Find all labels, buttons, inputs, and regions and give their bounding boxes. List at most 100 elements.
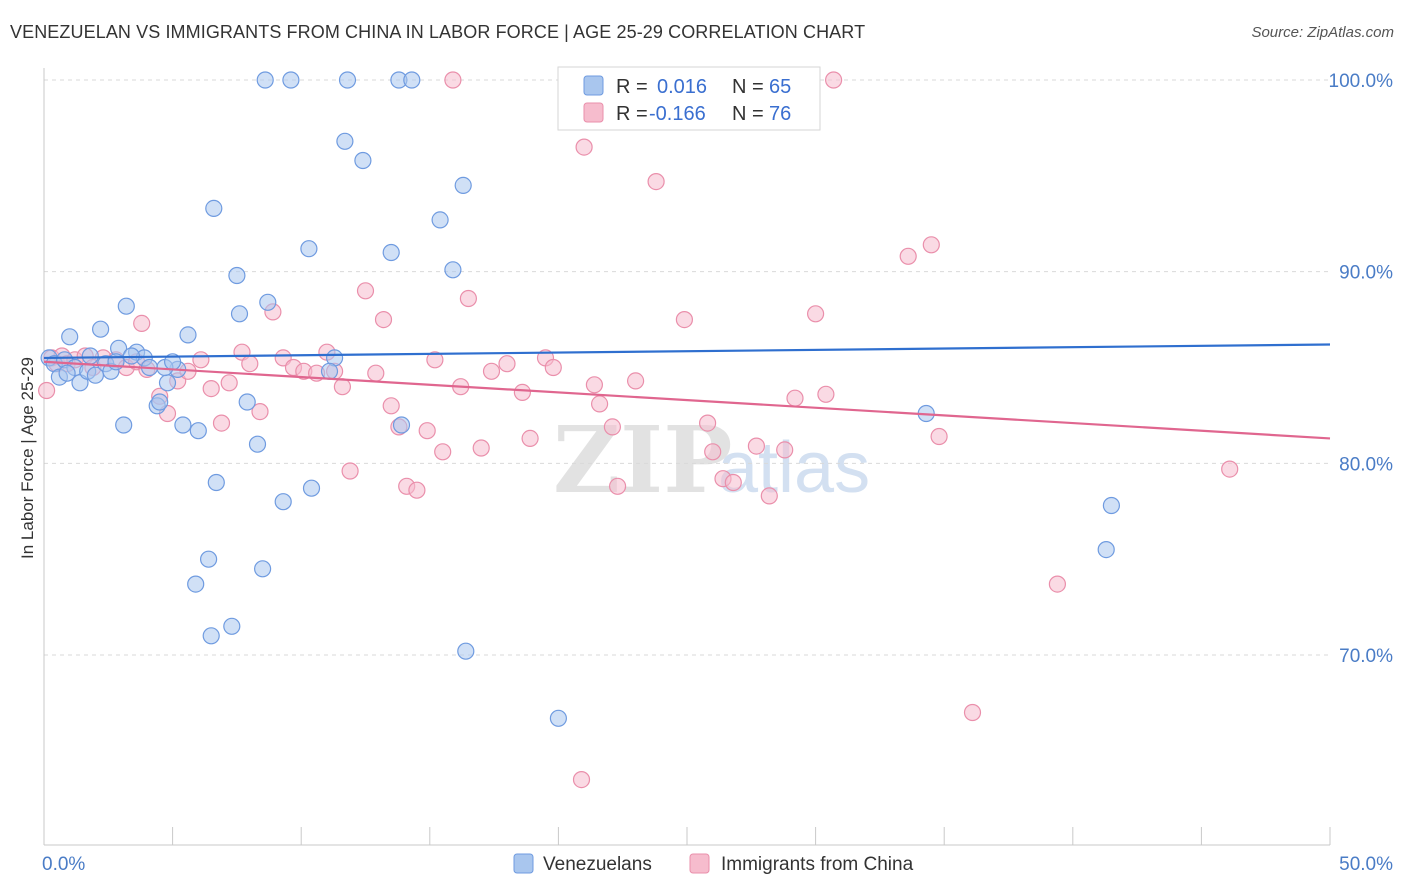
y-axis-label: In Labor Force | Age 25-29	[18, 357, 37, 559]
venezuelans-point	[457, 642, 475, 660]
china-point	[724, 473, 742, 492]
china-point	[408, 481, 426, 499]
china-point	[434, 443, 452, 461]
china-point	[747, 437, 766, 455]
chart-source: Source: ZipAtlas.com	[1251, 24, 1394, 41]
china-point	[367, 364, 385, 382]
china-point	[1048, 575, 1067, 593]
china-point	[1221, 460, 1239, 478]
venezuelans-point	[151, 393, 169, 411]
venezuelans-point	[338, 71, 357, 89]
venezuelans-point	[115, 416, 133, 434]
legend-swatch-china	[583, 102, 604, 123]
china-point	[806, 305, 825, 323]
y-tick-label: 100.0%	[1329, 71, 1394, 92]
venezuelans-point	[238, 393, 256, 411]
china-point	[513, 383, 532, 401]
china-point	[202, 380, 220, 398]
venezuelans-point	[302, 479, 321, 497]
legend-swatch-venezuelans	[583, 75, 604, 96]
venezuelans-point	[230, 305, 249, 323]
china-point	[626, 372, 645, 390]
china-point	[341, 462, 359, 480]
china-point	[675, 311, 694, 329]
venezuelans-point	[58, 364, 76, 382]
china-point	[418, 422, 436, 440]
china-point	[498, 355, 516, 373]
venezuelans-point	[158, 374, 177, 392]
venezuelans-point	[187, 575, 205, 593]
china-point	[444, 71, 462, 89]
china-point	[241, 355, 259, 373]
china-point	[521, 429, 539, 447]
venezuelans-point	[320, 362, 339, 380]
china-point	[585, 376, 604, 394]
venezuelans-point	[223, 617, 241, 635]
legend-r-value-2: -0.166	[649, 103, 706, 125]
chart-title: VENEZUELAN VS IMMIGRANTS FROM CHINA IN L…	[10, 22, 866, 42]
china-point	[472, 439, 490, 457]
venezuelans-point	[81, 347, 99, 365]
china-point	[251, 403, 269, 421]
china-point	[930, 427, 948, 446]
bottom-legend-label-venezuelans[interactable]: Venezuelans	[543, 854, 652, 875]
y-tick-label: 90.0%	[1339, 263, 1393, 284]
china-point	[220, 374, 238, 392]
x-tick-label-max: 50.0%	[1339, 854, 1393, 875]
venezuelans-point	[205, 199, 223, 217]
china-point	[575, 138, 593, 156]
china-point	[192, 351, 210, 369]
venezuelans-point	[228, 266, 246, 285]
venezuelans-point	[61, 328, 79, 346]
china-point	[817, 385, 835, 403]
venezuelans-point	[202, 627, 220, 645]
china-point	[647, 173, 665, 191]
china-point	[760, 487, 778, 505]
china-point	[590, 395, 609, 413]
china-point	[704, 443, 722, 461]
correlation-legend: R = 0.016 N = 65 R = -0.166 N = 76	[557, 66, 821, 131]
china-point	[544, 358, 562, 377]
bottom-legend-label-china[interactable]: Immigrants from China	[721, 854, 914, 875]
venezuelans-point	[549, 709, 568, 727]
legend-r-label-2: R =	[616, 103, 648, 125]
china-point	[572, 770, 591, 789]
bottom-legend-swatch-venezuelans[interactable]	[513, 853, 534, 874]
venezuelans-point	[174, 416, 192, 434]
venezuelans-trend-line	[43, 343, 1331, 360]
legend-n-value-1: 65	[769, 76, 791, 98]
y-tick-label: 70.0%	[1339, 646, 1393, 667]
y-tick-label: 80.0%	[1339, 454, 1393, 475]
china-point	[374, 311, 393, 329]
venezuelans-point	[431, 211, 449, 229]
china-point	[786, 389, 804, 407]
legend-n-value-2: 76	[769, 103, 791, 125]
trend-layer	[43, 343, 1331, 440]
venezuelans-point	[189, 422, 207, 440]
bottom-legend-swatch-china[interactable]	[689, 853, 710, 874]
series-legend: Venezuelans Immigrants from China	[513, 853, 914, 875]
legend-r-label-1: R =	[616, 76, 648, 98]
china-point	[356, 282, 375, 300]
venezuelans-point	[259, 293, 277, 311]
china-point	[899, 247, 917, 265]
venezuelans-point	[1102, 496, 1121, 515]
china-point	[963, 703, 982, 722]
china-point	[482, 362, 501, 380]
venezuelans-point	[392, 416, 411, 434]
venezuelans-point	[91, 320, 110, 338]
china-point	[426, 351, 444, 369]
china-point	[133, 314, 151, 332]
china-point	[382, 397, 400, 415]
china-point	[608, 477, 627, 495]
venezuelans-point	[336, 132, 354, 150]
china-point	[212, 414, 231, 432]
venezuelans-point	[354, 151, 372, 170]
china-trend-line	[43, 360, 1331, 440]
china-point	[824, 71, 843, 89]
legend-r-value-1: 0.016	[657, 76, 707, 98]
axis-layer: 70.0% 80.0% 90.0% 100.0%	[43, 68, 1394, 846]
legend-n-label-2: N =	[732, 103, 764, 125]
china-point	[776, 441, 794, 459]
